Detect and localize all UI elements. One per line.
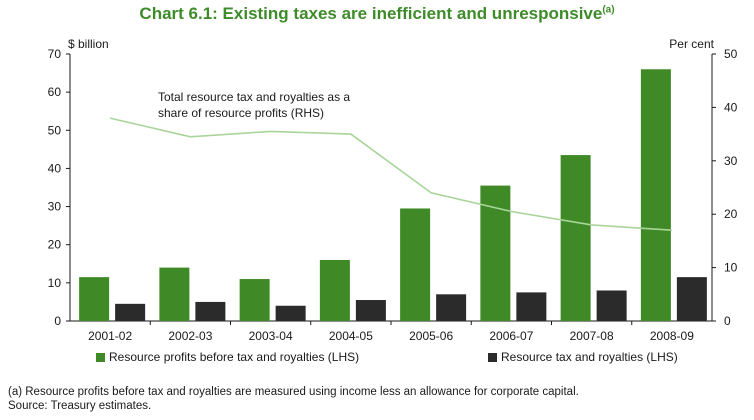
bar-resource-tax <box>355 300 386 321</box>
legend-swatch-profits <box>96 353 105 362</box>
right-axis-unit-label: Per cent <box>669 37 714 51</box>
line-annotation-line-2: share of resource profits (RHS) <box>158 106 324 120</box>
left-tick-label: 40 <box>48 161 62 175</box>
bar-resource-tax <box>115 303 146 321</box>
legend-label-profits: Resource profits before tax and royaltie… <box>109 350 360 364</box>
tax-share-line <box>109 117 672 231</box>
left-tick-label: 20 <box>48 238 62 252</box>
bar-resource-profits <box>239 279 270 321</box>
x-tick-label: 2005-06 <box>409 329 453 343</box>
left-axis-unit-label: $ billion <box>68 37 109 51</box>
bar-resource-tax <box>516 292 547 321</box>
footnote: (a) Resource profits before tax and roya… <box>8 385 579 413</box>
left-tick-label: 0 <box>54 314 61 328</box>
chart-title-footnote-marker: (a) <box>602 4 615 16</box>
bar-resource-profits <box>319 259 350 321</box>
chart-area: $ billion Per cent Total resource tax an… <box>48 37 738 343</box>
right-tick-label: 20 <box>724 207 738 221</box>
legend-label-tax: Resource tax and royalties (LHS) <box>501 350 678 364</box>
plot-layer: 0 10 20 30 40 50 60 70 0 10 20 30 40 50 2001-02 2002-03… <box>48 47 738 343</box>
left-tick-label: 70 <box>48 47 62 61</box>
right-tick-label: 0 <box>724 314 731 328</box>
bar-resource-profits <box>400 208 431 321</box>
bar-resource-tax <box>195 301 226 321</box>
bar-resource-profits <box>159 267 190 321</box>
line-annotation-line-1: Total resource tax and royalties as a <box>158 90 350 104</box>
bar-resource-profits <box>560 155 591 321</box>
right-tick-label: 40 <box>724 100 738 114</box>
left-tick-label: 60 <box>48 85 62 99</box>
bar-resource-tax <box>275 305 306 321</box>
x-tick-label: 2006-07 <box>489 329 533 343</box>
left-tick-label: 50 <box>48 123 62 137</box>
bar-resource-tax <box>596 290 627 321</box>
bar-resource-tax <box>436 294 467 321</box>
legend-item-tax: Resource tax and royalties (LHS) <box>488 350 678 364</box>
right-tick-label: 50 <box>724 47 738 61</box>
bar-resource-tax <box>676 277 707 321</box>
bar-resource-profits <box>79 277 110 321</box>
chart-title-text: Chart 6.1: Existing taxes are inefficien… <box>139 4 603 23</box>
x-tick-label: 2002-03 <box>168 329 212 343</box>
right-tick-label: 30 <box>724 154 738 168</box>
x-tick-label: 2008-09 <box>650 329 694 343</box>
footnote-source: Source: Treasury estimates. <box>8 400 152 412</box>
chart-title: Chart 6.1: Existing taxes are inefficien… <box>0 4 754 24</box>
left-tick-label: 10 <box>48 276 62 290</box>
x-tick-label: 2001-02 <box>88 329 132 343</box>
legend-swatch-tax <box>488 353 497 362</box>
bar-resource-profits <box>640 69 671 321</box>
x-tick-label: 2007-08 <box>570 329 614 343</box>
x-tick-label: 2004-05 <box>329 329 373 343</box>
right-tick-label: 10 <box>724 261 738 275</box>
legend-item-profits: Resource profits before tax and royaltie… <box>96 350 359 364</box>
x-tick-label: 2003-04 <box>249 329 293 343</box>
footnote-line-1: (a) Resource profits before tax and roya… <box>8 386 579 398</box>
left-tick-label: 30 <box>48 200 62 214</box>
